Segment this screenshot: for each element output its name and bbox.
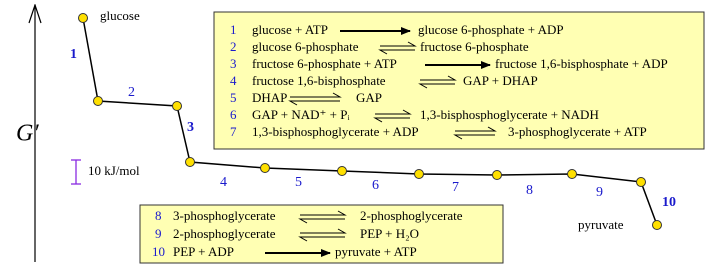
reaction-number: 7 — [230, 124, 237, 139]
equilibrium-arrow — [375, 109, 412, 115]
reactants: 1,3-bisphosphoglycerate + ADP — [252, 124, 419, 139]
reaction-number: 10 — [152, 244, 165, 259]
energy-profile: glucose pyruvate 1 2 3 4 5 6 7 8 9 10 — [70, 8, 676, 232]
equilibrium-arrow — [378, 49, 415, 55]
state-point — [260, 163, 270, 173]
state-point — [492, 170, 502, 180]
reaction-number: 3 — [230, 56, 237, 71]
products: PEP + H₂O — [360, 226, 419, 241]
products: GAP — [356, 90, 382, 105]
products: glucose 6-phosphate + ADP — [418, 22, 564, 37]
products: GAP + DHAP — [463, 73, 538, 88]
end-label: pyruvate — [578, 217, 624, 232]
equilibrium-arrow — [418, 83, 455, 89]
equilibrium-arrow — [380, 41, 417, 47]
state-point — [652, 220, 662, 230]
state-point — [185, 157, 195, 167]
products: 1,3-bisphosphoglycerate + NADH — [420, 107, 599, 122]
reactants: fructose 6-phosphate + ATP — [252, 56, 397, 71]
reaction-box — [213, 11, 705, 150]
products: 3-phosphoglycerate + ATP — [508, 124, 647, 139]
state-point — [636, 177, 646, 187]
equilibrium-arrow — [290, 92, 342, 98]
step-number: 10 — [662, 195, 676, 210]
equilibrium-arrow — [298, 218, 345, 224]
state-point — [337, 166, 347, 176]
reactants: fructose 1,6-bisphosphate — [252, 73, 386, 88]
step-number: 9 — [596, 185, 603, 200]
scale-bar — [71, 159, 81, 185]
reactants: 3-phosphoglycerate — [173, 208, 276, 223]
equilibrium-arrow — [455, 126, 497, 132]
equilibrium-arrow — [300, 228, 347, 234]
products: pyruvate + ATP — [335, 244, 417, 259]
step-number: 7 — [452, 180, 459, 195]
scale-label: 10 kJ/mol — [88, 163, 140, 178]
equilibrium-arrow — [300, 210, 347, 216]
step-number: 2 — [128, 85, 135, 100]
step-number: 8 — [526, 183, 533, 198]
reactants: 2-phosphoglycerate — [173, 226, 276, 241]
reactants: PEP + ADP — [173, 244, 234, 259]
step-number: 5 — [295, 175, 302, 190]
step-number: 3 — [187, 120, 194, 135]
start-label: glucose — [100, 8, 140, 23]
reaction-number: 5 — [230, 90, 237, 105]
state-point — [414, 169, 424, 179]
products: 2-phosphoglycerate — [360, 208, 463, 223]
reactions: 1 glucose + ATP glucose 6-phosphate + ADP 2… — [152, 22, 668, 259]
reaction-number: 9 — [155, 226, 162, 241]
axis-label: G′ — [16, 121, 39, 147]
products: fructose 6-phosphate — [420, 39, 529, 54]
equilibrium-arrow — [288, 100, 340, 106]
reaction-number: 4 — [230, 73, 237, 88]
reaction-number: 1 — [230, 22, 237, 37]
state-point — [78, 13, 88, 23]
step-number: 6 — [372, 178, 379, 193]
reactants: glucose 6-phosphate — [252, 39, 359, 54]
state-point — [172, 101, 182, 111]
step-number: 1 — [70, 47, 77, 62]
state-point — [93, 96, 103, 106]
equilibrium-arrow — [453, 134, 495, 140]
step-number: 4 — [220, 175, 227, 190]
reactants: GAP + NAD⁺ + Pᵢ — [252, 107, 350, 122]
products: fructose 1,6-bisphosphate + ADP — [495, 56, 668, 71]
reaction-number: 2 — [230, 39, 237, 54]
reactants: DHAP — [252, 90, 287, 105]
state-point — [567, 169, 577, 179]
reactants: glucose + ATP — [252, 22, 328, 37]
equilibrium-arrow — [373, 117, 410, 123]
reaction-number: 6 — [230, 107, 237, 122]
equilibrium-arrow — [420, 75, 457, 81]
equilibrium-arrow — [298, 236, 345, 242]
reaction-number: 8 — [155, 208, 162, 223]
